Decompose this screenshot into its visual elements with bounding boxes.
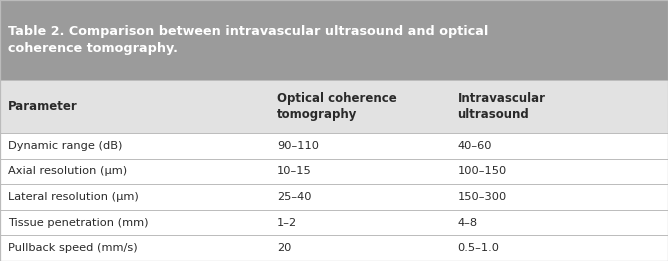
Text: 0.5–1.0: 0.5–1.0 bbox=[458, 243, 500, 253]
Text: 10–15: 10–15 bbox=[277, 167, 312, 176]
Text: Tissue penetration (mm): Tissue penetration (mm) bbox=[8, 218, 148, 228]
Text: 25–40: 25–40 bbox=[277, 192, 312, 202]
Bar bbox=[0, 184, 668, 210]
Text: 100–150: 100–150 bbox=[458, 167, 507, 176]
Bar bbox=[0, 210, 668, 235]
Text: Parameter: Parameter bbox=[8, 100, 77, 113]
Text: 40–60: 40–60 bbox=[458, 141, 492, 151]
Bar bbox=[0, 235, 668, 261]
Text: Intravascular
ultrasound: Intravascular ultrasound bbox=[458, 92, 546, 121]
Bar bbox=[0, 80, 668, 133]
Text: Lateral resolution (μm): Lateral resolution (μm) bbox=[8, 192, 139, 202]
Bar bbox=[0, 133, 668, 159]
Text: Pullback speed (mm/s): Pullback speed (mm/s) bbox=[8, 243, 138, 253]
Bar bbox=[0, 0, 668, 80]
Text: 90–110: 90–110 bbox=[277, 141, 319, 151]
Text: Optical coherence
tomography: Optical coherence tomography bbox=[277, 92, 397, 121]
Text: 4–8: 4–8 bbox=[458, 218, 478, 228]
Text: Dynamic range (dB): Dynamic range (dB) bbox=[8, 141, 122, 151]
Bar bbox=[0, 159, 668, 184]
Text: 150–300: 150–300 bbox=[458, 192, 507, 202]
Text: Table 2. Comparison between intravascular ultrasound and optical
coherence tomog: Table 2. Comparison between intravascula… bbox=[8, 25, 488, 55]
Text: 1–2: 1–2 bbox=[277, 218, 297, 228]
Text: 20: 20 bbox=[277, 243, 292, 253]
Text: Axial resolution (μm): Axial resolution (μm) bbox=[8, 167, 127, 176]
